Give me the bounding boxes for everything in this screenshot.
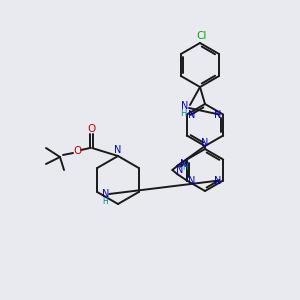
Text: H: H xyxy=(102,196,108,206)
Text: H: H xyxy=(180,110,186,118)
Text: N: N xyxy=(188,110,196,119)
Text: O: O xyxy=(73,146,81,156)
Text: N: N xyxy=(214,176,222,185)
Text: N: N xyxy=(181,101,189,111)
Text: N: N xyxy=(114,145,122,155)
Text: N: N xyxy=(180,159,187,169)
Text: N: N xyxy=(201,138,209,148)
Text: H: H xyxy=(182,163,188,172)
Text: N: N xyxy=(101,189,109,199)
Text: O: O xyxy=(87,124,95,134)
Text: N: N xyxy=(176,165,183,175)
Text: N: N xyxy=(188,176,196,185)
Text: Cl: Cl xyxy=(197,31,207,41)
Text: N: N xyxy=(214,110,222,119)
